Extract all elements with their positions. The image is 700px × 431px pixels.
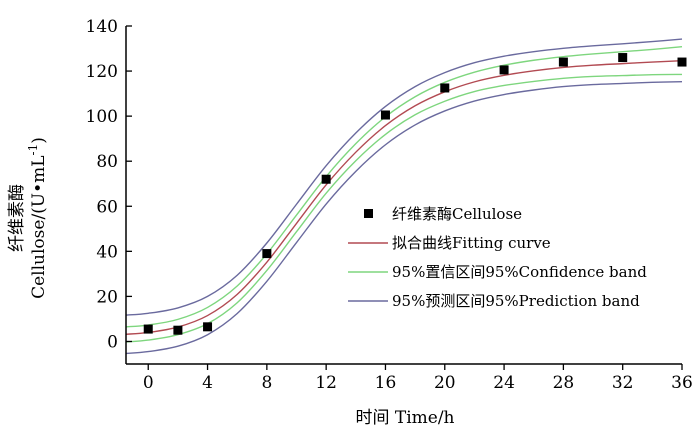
legend: 纤维素酶Cellulose 拟合曲线Fitting curve 95%置信区间95%… xyxy=(348,205,647,310)
y-tick-label: 20 xyxy=(96,287,118,307)
y-tick-label: 60 xyxy=(96,197,118,217)
legend-label: 纤维素酶Cellulose xyxy=(392,205,522,223)
series-line-4 xyxy=(125,80,683,355)
data-point xyxy=(440,83,450,93)
data-point xyxy=(499,65,509,75)
curves-group xyxy=(125,38,683,355)
data-point xyxy=(380,110,390,120)
data-point xyxy=(677,57,687,67)
y-tick-label: 140 xyxy=(86,17,118,37)
y-tick-label: 100 xyxy=(86,107,118,127)
series-line-3 xyxy=(125,38,683,316)
x-tick-label: 12 xyxy=(315,373,337,393)
y-tick-label: 80 xyxy=(96,152,118,172)
y-axis-title-en-main: Cellulose/(U•mL xyxy=(29,155,49,298)
data-point xyxy=(618,53,628,63)
x-axis-title: 时间 Time/h xyxy=(355,408,454,428)
x-tick-label: 24 xyxy=(493,373,515,393)
plot-area: 0 20 40 60 80 100 120 140 0 4 8 12 16 20 24 28 32 36 xyxy=(86,17,693,393)
data-point xyxy=(321,174,331,184)
legend-marker-square xyxy=(364,209,373,218)
x-tick-label: 16 xyxy=(375,373,397,393)
x-tick-label: 32 xyxy=(612,373,634,393)
series-line-0 xyxy=(125,60,683,335)
series-line-1 xyxy=(125,46,683,328)
legend-label: 95%预测区间95%Prediction band xyxy=(392,292,640,310)
legend-label: 拟合曲线Fitting curve xyxy=(392,234,551,252)
x-tick-label: 20 xyxy=(434,373,456,393)
x-tick-label: 4 xyxy=(202,373,213,393)
data-points-group xyxy=(143,53,687,335)
y-axis-title-close: ) xyxy=(29,137,49,144)
axes-group: 0 20 40 60 80 100 120 140 0 4 8 12 16 20 24 28 32 36 xyxy=(86,17,693,393)
data-point xyxy=(173,325,183,335)
data-point xyxy=(143,324,153,334)
x-tick-label: 28 xyxy=(553,373,575,393)
data-point xyxy=(262,249,272,259)
y-axis-title: 纤维素酶 xyxy=(7,184,27,252)
y-ticks-group: 0 20 40 60 80 100 120 140 xyxy=(86,17,132,352)
data-point xyxy=(558,57,568,67)
x-tick-label: 0 xyxy=(143,373,154,393)
data-point xyxy=(203,322,213,332)
y-axis-title-sup: -1 xyxy=(26,144,40,156)
x-tick-label: 36 xyxy=(671,373,693,393)
y-axis-title-en: Cellulose/(U•mL-1) xyxy=(26,137,49,299)
y-tick-label: 0 xyxy=(107,332,118,352)
x-ticks-group: 0 4 8 12 16 20 24 28 32 36 xyxy=(143,364,693,393)
legend-label: 95%置信区间95%Confidence band xyxy=(392,263,647,281)
y-tick-label: 40 xyxy=(96,242,118,262)
x-tick-label: 8 xyxy=(261,373,272,393)
series-line-2 xyxy=(125,73,683,343)
y-axis-title-en-group: Cellulose/(U•mL-1) xyxy=(26,137,49,299)
y-axis-title-cn: 纤维素酶 xyxy=(7,184,27,252)
y-tick-label: 120 xyxy=(86,62,118,82)
